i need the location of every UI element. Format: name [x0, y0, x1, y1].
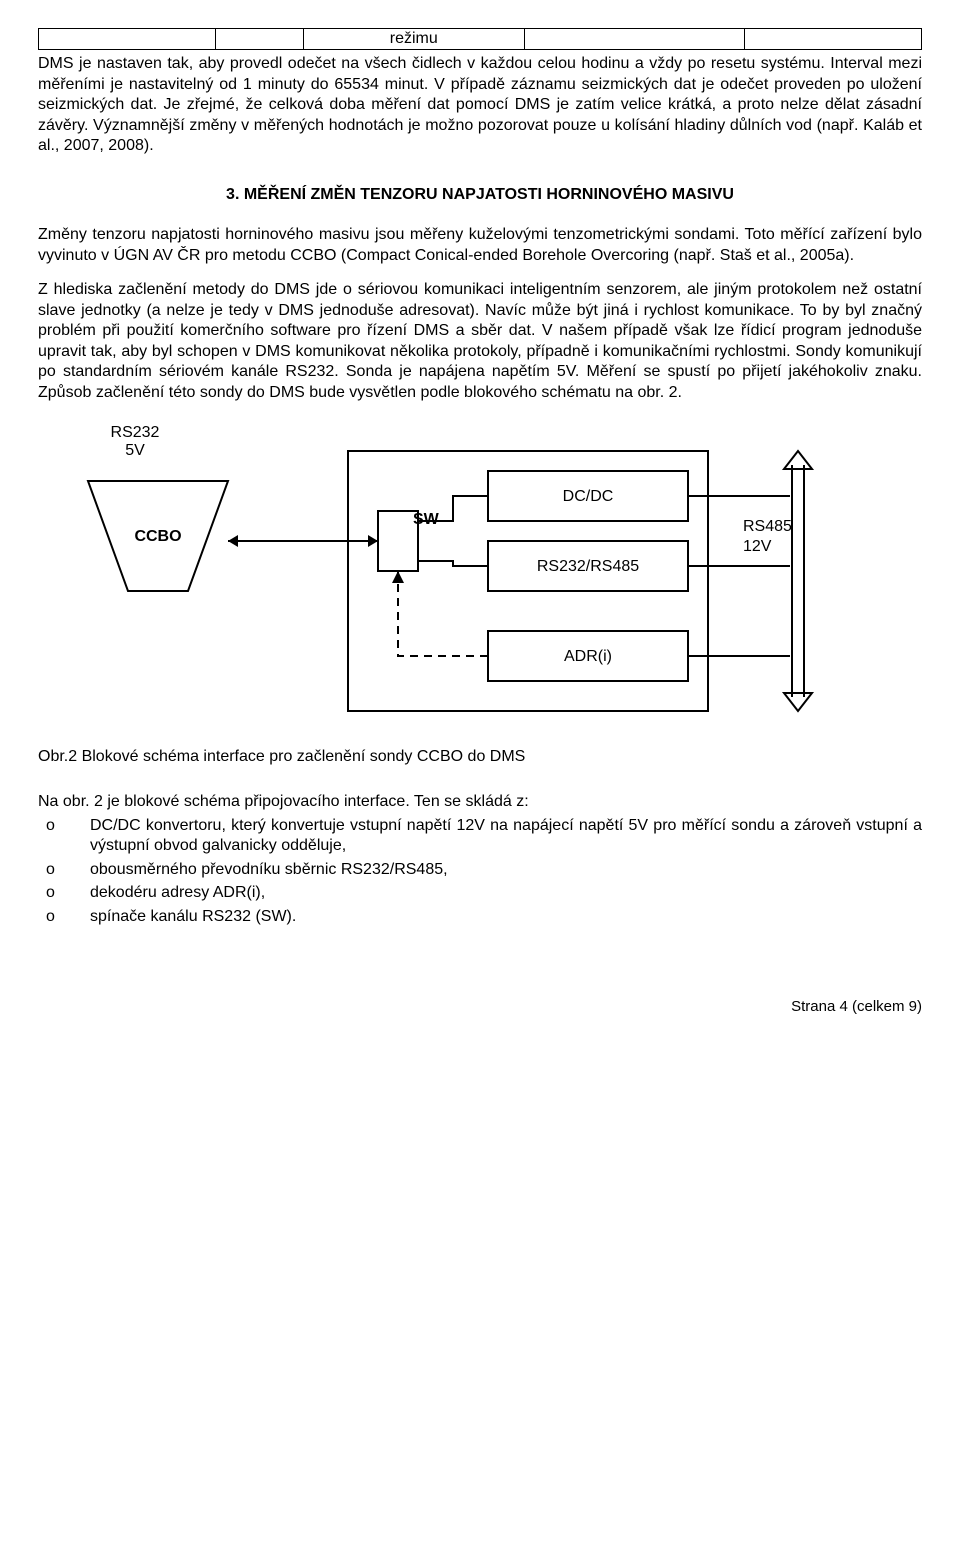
bullet-item: oobousměrného převodníku sběrnic RS232/R…: [68, 860, 922, 880]
top-table-fragment: režimu: [38, 28, 922, 50]
svg-text:RS485: RS485: [743, 518, 792, 535]
top-table-cell-rezimu: režimu: [303, 29, 524, 50]
svg-text:SW: SW: [413, 511, 440, 528]
svg-text:5V: 5V: [125, 442, 145, 459]
paragraph-1: DMS je nastaven tak, aby provedl odečet …: [38, 54, 922, 156]
page-footer: Strana 4 (celkem 9): [38, 997, 922, 1016]
svg-text:CCBO: CCBO: [134, 528, 181, 545]
block-diagram: RS2325V CCBO SW DC/DC RS232/RS485 ADR(i) RS485…: [38, 421, 922, 731]
svg-text:12V: 12V: [743, 538, 772, 555]
bullet-item: odekodéru adresy ADR(i),: [68, 883, 922, 903]
paragraph-2: Změny tenzoru napjatosti horninového mas…: [38, 225, 922, 266]
svg-text:ADR(i): ADR(i): [564, 648, 612, 665]
bullet-list: oDC/DC konvertoru, který konvertuje vstu…: [38, 816, 922, 927]
figure-caption: Obr.2 Blokové schéma interface pro začle…: [38, 747, 922, 767]
svg-text:RS232: RS232: [111, 424, 160, 441]
svg-text:DC/DC: DC/DC: [563, 488, 614, 505]
bullet-item: ospínače kanálu RS232 (SW).: [68, 907, 922, 927]
bullet-item: oDC/DC konvertoru, který konvertuje vstu…: [68, 816, 922, 857]
section-heading-3: 3. MĚŘENÍ ZMĚN TENZORU NAPJATOSTI HORNIN…: [38, 185, 922, 205]
svg-text:RS232/RS485: RS232/RS485: [537, 558, 639, 575]
paragraph-3: Z hlediska začlenění metody do DMS jde o…: [38, 280, 922, 403]
bullet-list-intro: Na obr. 2 je blokové schéma připojovacíh…: [38, 792, 922, 812]
